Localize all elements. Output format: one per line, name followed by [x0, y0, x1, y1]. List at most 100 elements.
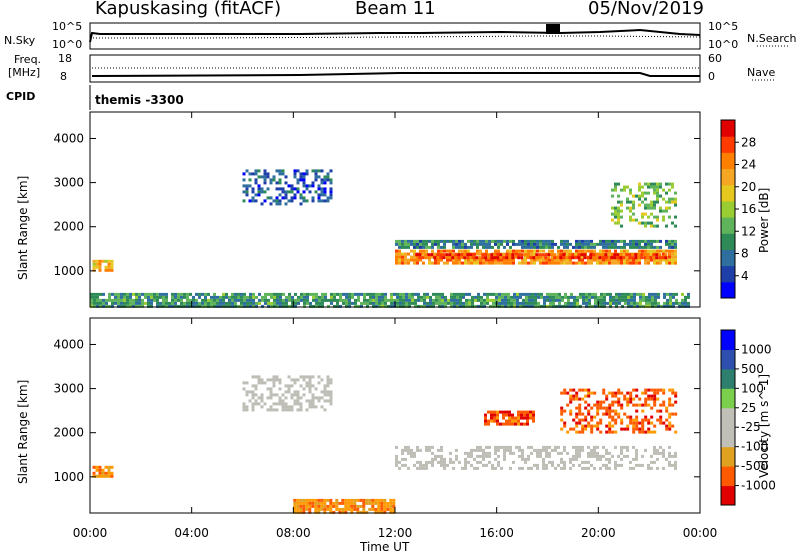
scatter-cell-0-6 — [135, 295, 138, 299]
scatter-cell-1-0 — [575, 457, 578, 461]
scatter-cell-0-6 — [342, 298, 345, 302]
scatter-cell-0-6 — [684, 298, 687, 302]
scatter-cell-1-4 — [332, 504, 336, 508]
scatter-cell-0-2 — [527, 239, 530, 243]
scatter-cell-0-6 — [213, 295, 216, 299]
scatter-cell-1-2 — [596, 421, 600, 425]
scatter-cell-0-2 — [644, 239, 647, 243]
scatter-cell-1-4 — [383, 510, 387, 514]
scatter-cell-0-6 — [126, 304, 129, 308]
scatter-cell-0-1 — [664, 253, 668, 257]
scatter-cell-0-6 — [426, 301, 429, 305]
scatter-cell-0-1 — [634, 256, 638, 260]
scatter-cell-0-4 — [614, 182, 617, 186]
scatter-cell-0-3 — [248, 199, 252, 203]
scatter-cell-0-6 — [456, 292, 459, 296]
scatter-cell-1-2 — [617, 388, 621, 392]
scatter-cell-0-0 — [611, 252, 614, 256]
scatter-cell-1-1 — [251, 375, 255, 379]
scatter-cell-0-2 — [629, 245, 632, 249]
scatter-cell-1-0 — [503, 448, 506, 452]
scatter-cell-0-6 — [369, 298, 372, 302]
scatter-cell-1-2 — [644, 415, 648, 419]
scatter-cell-1-1 — [305, 384, 309, 388]
scatter-cell-0-2 — [455, 245, 458, 249]
scatter-cell-0-3 — [326, 199, 330, 203]
scatter-cell-1-2 — [596, 424, 600, 428]
scatter-cell-0-6 — [594, 301, 597, 305]
scatter-cell-0-2 — [581, 242, 584, 246]
scatter-cell-0-0 — [590, 258, 593, 262]
scatter-cell-0-6 — [120, 295, 123, 299]
scatter-cell-1-0 — [641, 463, 644, 467]
scatter-cell-0-3 — [320, 187, 324, 191]
scatter-cell-0-6 — [645, 298, 648, 302]
scatter-cell-0-3 — [254, 172, 258, 176]
scatter-cell-0-6 — [159, 304, 162, 308]
scatter-cell-0-6 — [555, 295, 558, 299]
freq-trace — [91, 72, 700, 77]
scatter-cell-1-0 — [635, 463, 638, 467]
scatter-cell-1-0 — [545, 445, 548, 449]
scatter-cell-0-0 — [623, 261, 626, 265]
scatter-cell-0-6 — [555, 292, 558, 296]
scatter-cell-0-6 — [498, 295, 501, 299]
scatter-cell-0-2 — [644, 242, 647, 246]
scatter-cell-0-0 — [404, 252, 407, 256]
scatter-cell-0-2 — [452, 242, 455, 246]
scatter-cell-0-1 — [643, 256, 647, 260]
scatter-cell-0-6 — [633, 298, 636, 302]
scatter-cell-0-6 — [201, 298, 204, 302]
scatter-cell-1-2 — [635, 421, 639, 425]
scatter-cell-1-1 — [275, 402, 279, 406]
scatter-cell-1-2 — [593, 415, 597, 419]
scatter-cell-1-5 — [92, 465, 96, 469]
scatter-cell-0-6 — [387, 298, 390, 302]
scatter-cell-0-6 — [219, 304, 222, 308]
scatter-cell-0-0 — [653, 261, 656, 265]
scatter-cell-0-3 — [299, 178, 303, 182]
scatter-cell-1-2 — [569, 394, 573, 398]
scatter-cell-0-2 — [422, 242, 425, 246]
scatter-cell-0-3 — [275, 181, 279, 185]
scatter-cell-0-4 — [656, 182, 659, 186]
scatter-cell-0-0 — [401, 252, 404, 256]
scatter-cell-0-6 — [390, 304, 393, 308]
scatter-cell-1-5 — [98, 465, 102, 469]
scatter-cell-1-0 — [413, 463, 416, 467]
scatter-cell-0-3 — [305, 187, 309, 191]
scatter-cell-0-6 — [531, 301, 534, 305]
scatter-cell-0-6 — [291, 298, 294, 302]
scatter-cell-0-3 — [302, 184, 306, 188]
scatter-cell-1-1 — [269, 408, 273, 412]
scatter-cell-1-3 — [496, 416, 499, 420]
scatter-cell-1-0 — [545, 448, 548, 452]
scatter-cell-1-0 — [599, 466, 602, 470]
scatter-cell-0-6 — [411, 292, 414, 296]
scatter-cell-1-3 — [508, 413, 511, 417]
scatter-cell-1-1 — [281, 405, 285, 409]
scatter-cell-0-4 — [614, 206, 617, 210]
scatter-cell-1-0 — [431, 451, 434, 455]
scatter-cell-0-4 — [656, 200, 659, 204]
scatter-cell-0-1 — [637, 256, 641, 260]
scatter-cell-0-6 — [444, 301, 447, 305]
scatter-cell-1-1 — [293, 393, 297, 397]
scatter-cell-1-2 — [593, 403, 597, 407]
scatter-cell-0-3 — [284, 202, 288, 206]
scatter-cell-0-6 — [225, 301, 228, 305]
scatter-cell-1-5 — [98, 474, 102, 478]
scatter-cell-1-3 — [499, 410, 502, 414]
scatter-cell-0-2 — [476, 245, 479, 249]
scatter-cell-1-0 — [521, 457, 524, 461]
scatter-cell-1-1 — [278, 378, 282, 382]
scatter-cell-0-6 — [210, 298, 213, 302]
noise-tick-top: 10^5 — [52, 20, 83, 33]
scatter-cell-0-6 — [159, 301, 162, 305]
scatter-cell-0-6 — [165, 301, 168, 305]
scatter-cell-0-6 — [153, 292, 156, 296]
scatter-cell-1-2 — [608, 391, 612, 395]
scatter-cell-0-6 — [546, 295, 549, 299]
scatter-cell-0-6 — [357, 304, 360, 308]
scatter-cell-0-4 — [659, 206, 662, 210]
